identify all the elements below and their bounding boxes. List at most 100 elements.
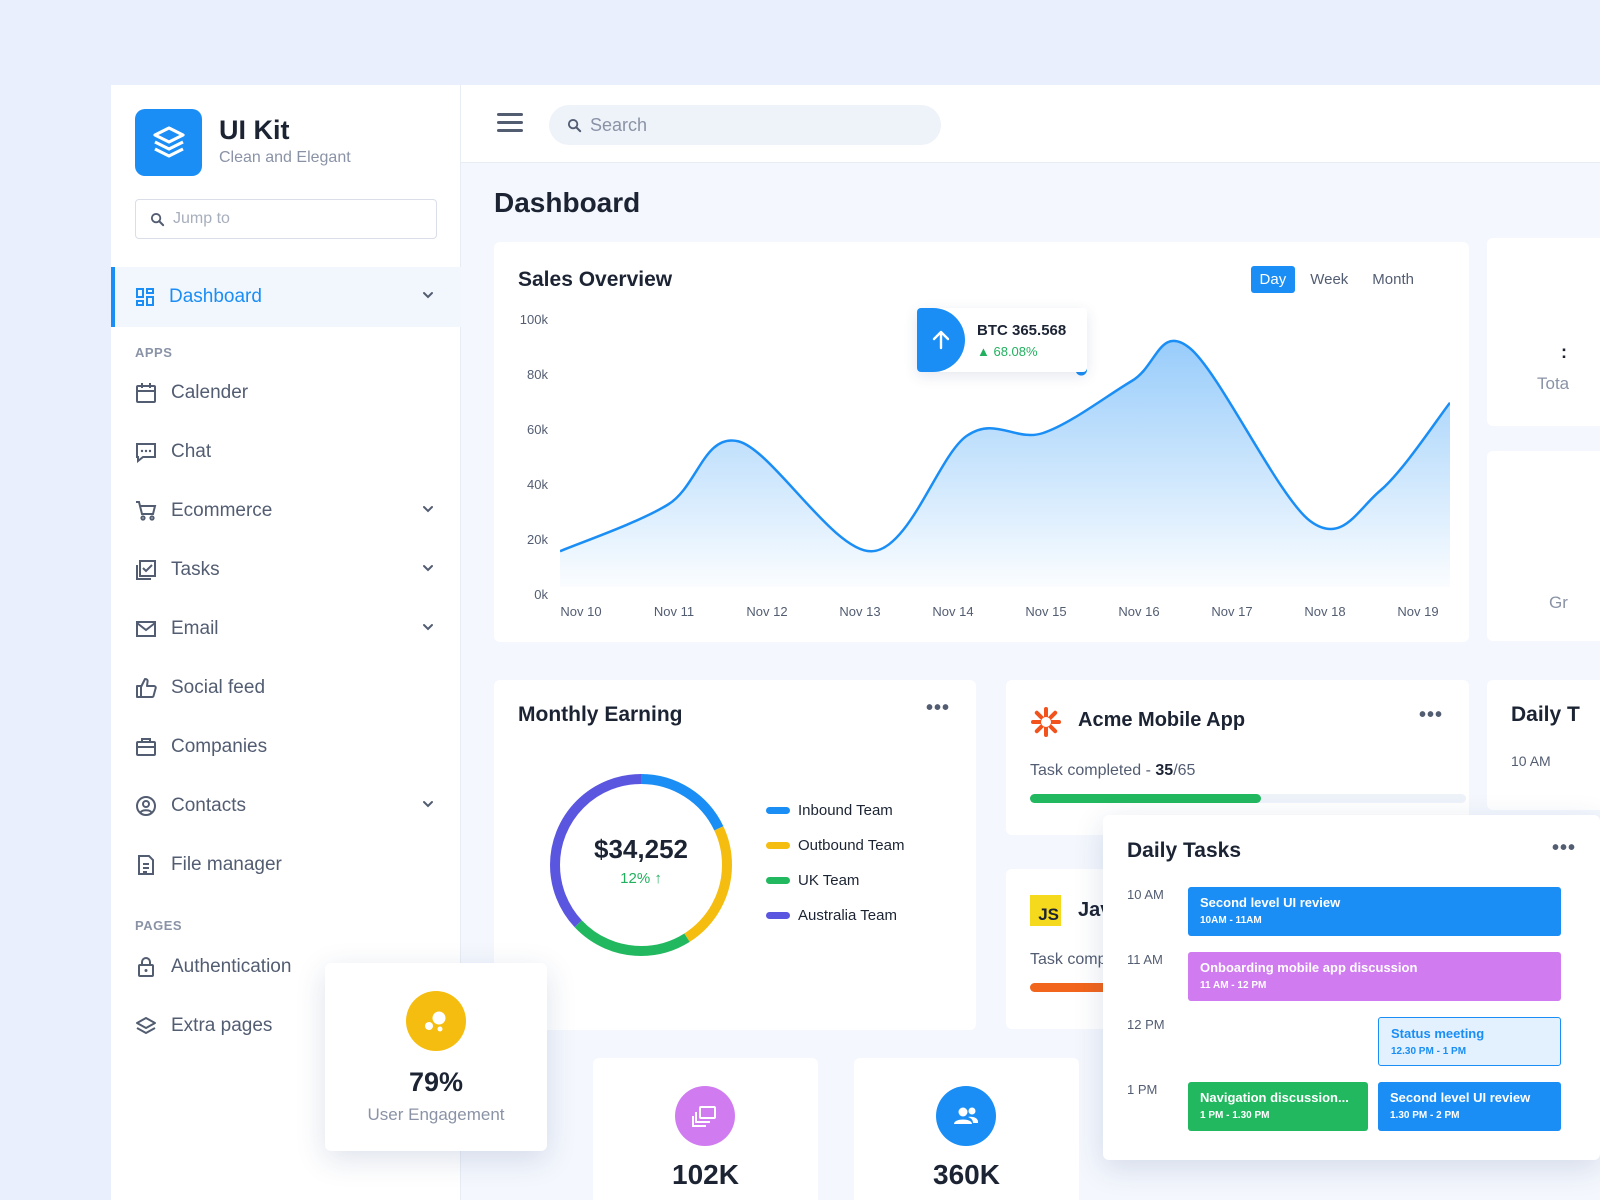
mail-icon [136,621,156,637]
search-bar[interactable] [549,105,941,145]
search-input[interactable] [590,114,910,136]
chat-icon [136,443,156,463]
sidebar-item-label: Contacts [171,795,246,816]
sidebar-item-social-feed[interactable]: Social feed [135,668,435,708]
time-label: 11 AM [1127,952,1163,967]
logo-icon[interactable] [135,109,202,176]
donut-segment [550,774,732,956]
thumbs-up-icon [136,678,157,698]
sidebar-item-label: Email [171,618,219,639]
sidebar-item-calender[interactable]: Calender [135,373,435,413]
sidebar-item-label: Chat [171,441,212,462]
more-icon[interactable]: ••• [1418,704,1443,726]
earning-change-value: 12% [620,870,651,887]
acme-project-card: Acme Mobile App ••• Task completed - 35/… [1006,680,1469,835]
x-tick: Nov 17 [1211,604,1253,619]
stat-value: 79% [408,1067,464,1097]
event-block[interactable]: Status meeting 12.30 PM - 1 PM [1378,1017,1561,1066]
x-tick: Nov 15 [1025,604,1067,619]
event-block[interactable]: Second level UI review 1.30 PM - 2 PM [1378,1082,1561,1131]
legend-item: Inbound Team [766,802,893,819]
sidebar-item-label: Extra pages [171,1015,273,1036]
y-tick: 60k [527,422,548,437]
chevron-down-icon [423,292,433,299]
tooltip-change-value: 68.08% [993,344,1038,359]
sidebar: UI Kit Clean and Elegant Dashboard APPS … [111,85,461,1200]
sidebar-item-contacts[interactable]: Contacts [135,786,435,826]
event-time: 11 AM - 12 PM [1200,980,1267,991]
sidebar-item-extra-pages[interactable]: Extra pages [135,1006,435,1046]
stat-value: 360K [933,1159,1000,1190]
sidebar-item-companies[interactable]: Companies [135,727,435,767]
total-digit: : [1561,342,1567,362]
x-tick: Nov 16 [1118,604,1160,619]
period-tabs: Day Week Month [1250,266,1423,293]
legend-label: Australia Team [798,907,897,924]
y-tick: 0k [534,587,548,602]
layers-icon [136,1017,156,1034]
brand-subtitle: Clean and Elegant [219,149,351,166]
daily-tasks-card: Daily Tasks ••• 10 AM 11 AM 12 PM 1 PM S… [1103,815,1600,1160]
event-time: 10AM - 11AM [1200,915,1262,926]
tab-week[interactable]: Week [1310,271,1349,288]
y-tick: 40k [527,477,548,492]
time-label: 10 AM [1127,887,1164,902]
sidebar-item-ecommerce[interactable]: Ecommerce [135,491,435,531]
menu-icon[interactable] [497,113,523,133]
donut-segment [550,774,732,956]
y-tick: 80k [527,367,548,382]
task-label: Task complet [1030,951,1124,968]
jump-to-field[interactable] [135,199,437,239]
more-icon[interactable]: ••• [1551,837,1576,859]
arrow-up-icon [917,308,965,372]
event-time: 1 PM - 1.30 PM [1200,1110,1270,1121]
card-title: Daily T [1511,703,1580,726]
project-title: Acme Mobile App [1078,709,1246,731]
legend-label: Outbound Team [798,837,905,854]
donut-segment [550,774,732,956]
time-label: 10 AM [1511,753,1551,769]
jump-to-input[interactable] [173,210,413,228]
sidebar-item-file-manager[interactable]: File manager [135,845,435,885]
tab-month[interactable]: Month [1372,271,1414,288]
tab-day[interactable]: Day [1250,266,1296,293]
progress-fill [1030,794,1262,803]
sidebar-item-label: Calender [171,382,249,403]
chevron-down-icon [423,624,433,631]
sidebar-item-label: Tasks [171,559,220,580]
time-label: 1 PM [1127,1082,1158,1097]
calendar-icon [136,383,156,403]
more-icon[interactable]: ••• [925,697,950,719]
search-icon [567,118,582,132]
sidebar-item-chat[interactable]: Chat [135,432,435,472]
sidebar-item-label: Social feed [171,677,266,698]
users-icon [936,1086,996,1146]
sidebar-item-email[interactable]: Email [135,609,435,649]
event-block[interactable]: Navigation discussion... 1 PM - 1.30 PM [1188,1082,1368,1131]
sidebar-item-tasks[interactable]: Tasks [135,550,435,590]
sales-overview-card: Sales Overview Day Week Month 100k 80k 6… [494,242,1469,642]
event-block[interactable]: Onboarding mobile app discussion 11 AM -… [1188,952,1561,1001]
stat-label: User Engagement [367,1105,505,1124]
x-tick: Nov 18 [1304,604,1346,619]
x-tick: Nov 12 [746,604,788,619]
x-tick: Nov 14 [932,604,974,619]
gallery-icon [675,1086,735,1146]
sidebar-item-label: Ecommerce [171,500,273,521]
task-completed-text: Task completed - 35/65 [1030,762,1195,780]
x-tick: Nov 11 [653,604,695,619]
bubbles-icon [406,991,466,1051]
earning-change: 12% ↑ [620,870,662,887]
lock-icon [138,957,154,977]
growth-card: Gr [1487,451,1600,641]
event-block[interactable]: Second level UI review 10AM - 11AM [1188,887,1561,936]
event-title: Navigation discussion... [1200,1090,1349,1105]
x-tick: Nov 19 [1397,604,1439,619]
sidebar-item-dashboard[interactable]: Dashboard [111,267,461,327]
earning-donut [550,774,732,956]
tasks-icon [136,560,156,580]
stat-card: 360K [854,1058,1079,1200]
sidebar-item-authentication[interactable]: Authentication [135,947,435,987]
asterisk-logo-icon [1031,707,1061,737]
sidebar-item-label: Authentication [171,956,292,977]
